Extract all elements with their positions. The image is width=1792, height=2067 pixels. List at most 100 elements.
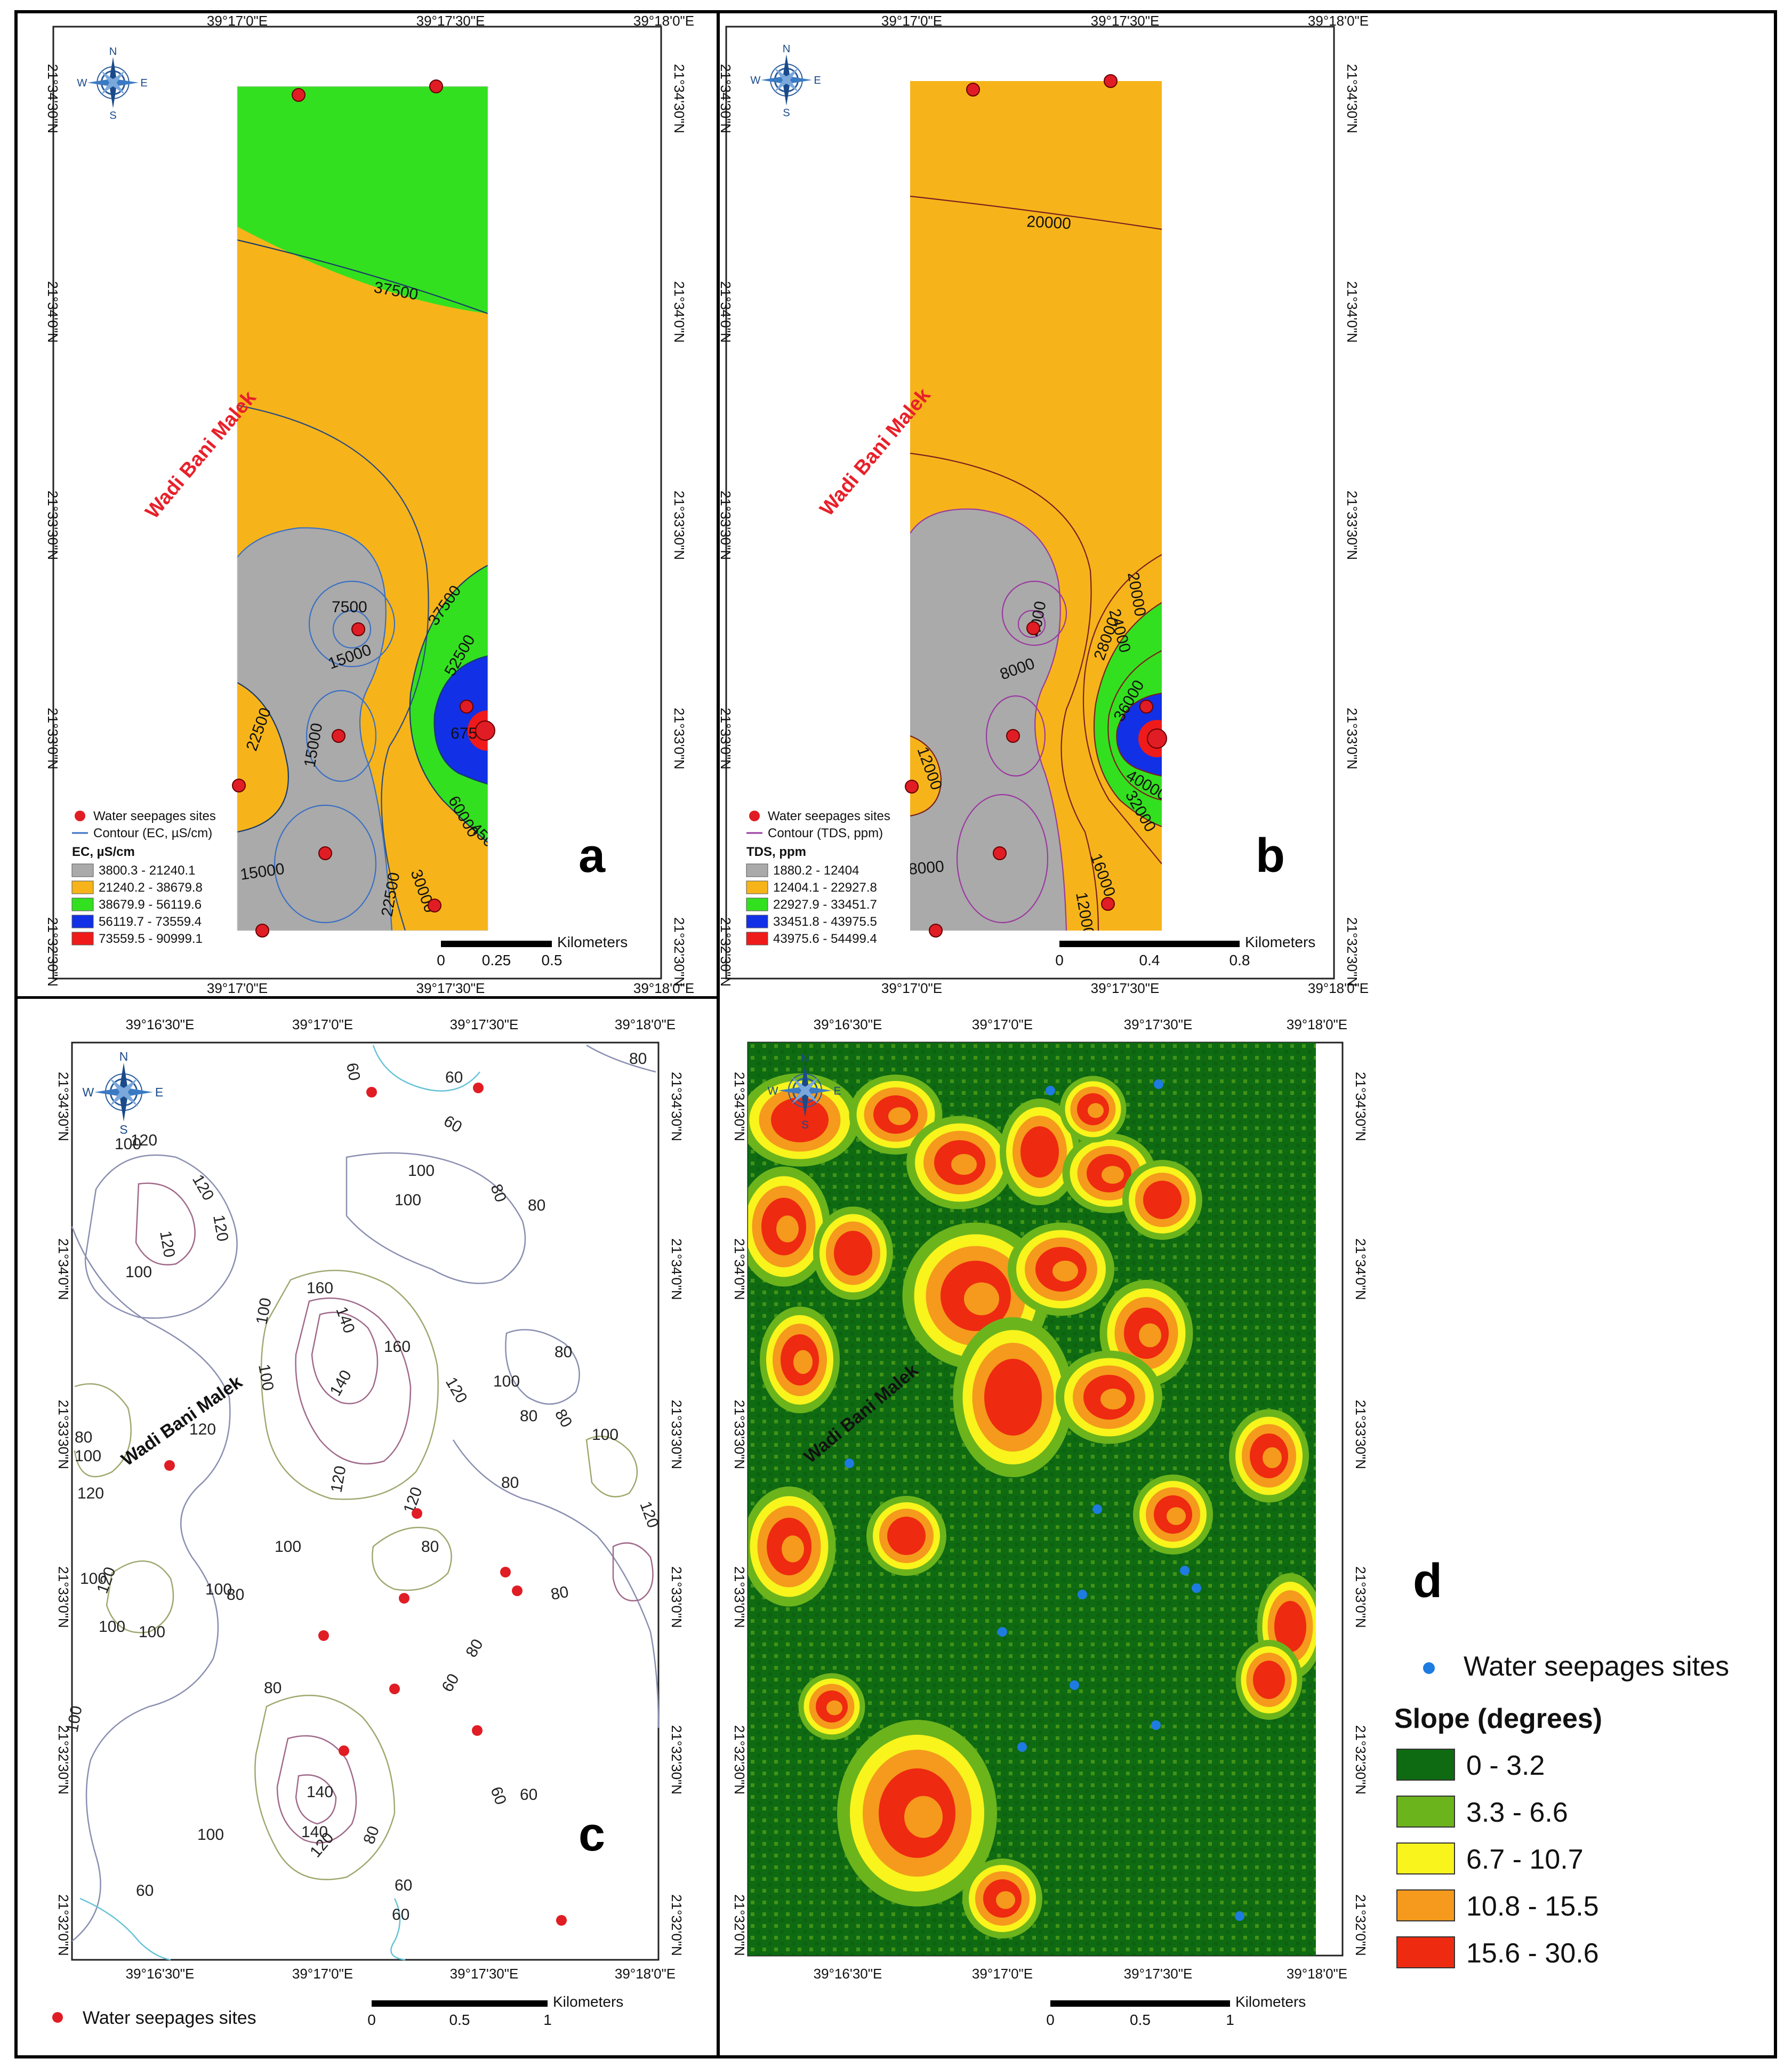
x-tick-label: 39°16'30"E xyxy=(814,1016,882,1032)
legend-swatch xyxy=(71,880,94,894)
slope-zone xyxy=(776,1215,799,1243)
compass-needle-diag xyxy=(100,70,126,95)
contour-label: 60 xyxy=(136,1882,154,1900)
x-tick-label: 39°17'0"E xyxy=(207,980,268,996)
x-tick-label: 39°17'30"E xyxy=(450,1016,519,1032)
x-tick-label: 39°18'0"E xyxy=(615,1016,676,1032)
legend-swatch xyxy=(746,880,768,894)
compass-rose-icon: N S E W xyxy=(750,43,821,119)
y-tick-label: 21°34'0"N xyxy=(1344,281,1360,343)
y-tick-label: 21°33'30"N xyxy=(732,1400,748,1469)
x-tick-label: 39°17'30"E xyxy=(1124,1016,1193,1032)
y-tick-label: 21°33'30"N xyxy=(55,1400,71,1469)
scalebar-tick: 1 xyxy=(543,2012,552,2028)
panel-d-x-ticks-top: 39°16'30"E 39°17'0"E 39°17'30"E 39°18'0"E xyxy=(814,1016,1347,1032)
panel-a-frame xyxy=(52,26,662,980)
scalebar-tick: 0 xyxy=(437,952,445,968)
contour-label: 80 xyxy=(75,1429,92,1446)
panel-a-x-ticks-top: 39°17'0"E 39°17'30"E 39°18'0"E xyxy=(207,13,694,29)
legend-seepage-label: Water seepages sites xyxy=(93,809,216,823)
y-tick-label: 21°34'30"N xyxy=(732,1072,748,1141)
legend-swatch xyxy=(1396,1936,1455,1968)
contour-label: 100 xyxy=(205,1581,232,1598)
legend-seepage-marker xyxy=(749,811,760,821)
contour-label: 100 xyxy=(115,1135,141,1153)
slope-zone xyxy=(790,1111,819,1133)
y-tick-label: 21°34'30"N xyxy=(671,64,687,133)
contour-label: 80 xyxy=(421,1538,439,1556)
horizontal-divider xyxy=(16,996,720,999)
panel-c-x-ticks-top: 39°16'30"E 39°17'0"E 39°17'30"E 39°18'0"E xyxy=(126,1016,676,1032)
slope-zone xyxy=(904,1796,943,1838)
legend-swatch xyxy=(1396,1842,1455,1874)
slope-zone xyxy=(1052,1260,1078,1282)
legend-class-label: 21240.2 - 38679.8 xyxy=(99,880,203,895)
x-tick-label: 39°17'30"E xyxy=(1091,13,1160,29)
panel-c-frame xyxy=(71,1041,660,1961)
y-tick-label: 21°33'30"N xyxy=(669,1400,685,1469)
panel-d-x-ticks-bottom: 39°16'30"E 39°17'0"E 39°17'30"E 39°18'0"E xyxy=(814,1966,1347,1982)
slope-zone xyxy=(1139,1323,1161,1348)
y-tick-label: 21°34'0"N xyxy=(45,281,61,343)
y-tick-label: 21°34'0"N xyxy=(669,1238,685,1300)
legend-class-label: 12404.1 - 22927.8 xyxy=(773,880,877,895)
legend-swatch xyxy=(746,863,768,877)
svg-text:Water seepages sites: Water seepages sites xyxy=(83,2008,256,2028)
legend-swatch xyxy=(746,915,768,928)
panel-d-seepage-markers xyxy=(845,1079,1244,1921)
panel-c-seepage-markers xyxy=(164,1083,567,1926)
y-tick-label: 21°34'30"N xyxy=(1344,64,1360,133)
legend-swatch xyxy=(71,863,94,877)
legend-class-label: 1880.2 - 12404 xyxy=(773,863,859,878)
panel-a-scalebar: 0 0.25 0.5 Kilometers xyxy=(437,934,628,968)
legend-title: EC, µS/cm xyxy=(72,845,135,859)
y-tick-label: 21°33'0"N xyxy=(669,1566,685,1628)
contour-label: 100 xyxy=(592,1426,618,1444)
x-tick-label: 39°17'0"E xyxy=(881,13,942,29)
panel-d-letter: d xyxy=(1413,1555,1442,1608)
y-tick-label: 21°32'30"N xyxy=(671,917,687,987)
contour-label: 60 xyxy=(392,1906,409,1924)
y-tick-label: 21°33'0"N xyxy=(732,1566,748,1628)
legend-swatch xyxy=(746,898,768,911)
y-tick-label: 21°33'30"N xyxy=(45,491,61,560)
slope-zone xyxy=(847,1244,866,1266)
y-tick-label: 21°34'0"N xyxy=(671,281,687,343)
slope-zone xyxy=(1003,1382,1032,1419)
legend-contour-label: Contour (EC, µS/cm) xyxy=(93,826,212,840)
y-tick-label: 21°34'30"N xyxy=(55,1072,71,1141)
x-tick-label: 39°18'0"E xyxy=(1308,13,1369,29)
slope-zone xyxy=(1156,1192,1175,1211)
slope-zone xyxy=(1285,1616,1301,1641)
contour-label: 80 xyxy=(549,1583,570,1604)
x-tick-label: 39°17'0"E xyxy=(207,13,268,29)
panel-b-tds-map: 20000 20000 4000 24000 8000 28000 36000 … xyxy=(910,81,1162,931)
legend-class-label: 43975.6 - 54499.4 xyxy=(773,932,877,946)
y-tick-label: 21°32'30"N xyxy=(718,917,734,987)
panel-b-x-ticks-bottom: 39°17'0"E 39°17'30"E 39°18'0"E xyxy=(881,980,1369,996)
contour-label: 20000 xyxy=(1026,213,1072,233)
y-tick-label: 21°33'0"N xyxy=(1353,1566,1369,1628)
compass-s-label: S xyxy=(119,1123,127,1136)
legend-contour-label: Contour (TDS, ppm) xyxy=(768,826,883,840)
panel-b: 20000 20000 4000 24000 8000 28000 36000 … xyxy=(718,13,1369,996)
legend-class-label: 10.8 - 15.5 xyxy=(1466,1891,1599,1922)
slope-zone xyxy=(1102,1166,1124,1184)
slope-zone xyxy=(1100,1388,1126,1410)
compass-rose-icon: N S E W xyxy=(768,1052,841,1131)
legend-swatch xyxy=(746,932,768,946)
y-tick-label: 21°34'30"N xyxy=(669,1072,685,1141)
legend-class-label: 0 - 3.2 xyxy=(1466,1750,1545,1781)
legend-swatch xyxy=(71,898,94,911)
y-tick-label: 21°34'30"N xyxy=(718,64,734,133)
compass-rose-icon: N S E W xyxy=(83,1049,164,1136)
y-tick-label: 21°33'30"N xyxy=(718,491,734,560)
slope-zone xyxy=(782,1535,804,1563)
contour-label: 60 xyxy=(343,1061,363,1082)
y-tick-label: 21°32'30"N xyxy=(732,1725,748,1794)
y-tick-label: 21°34'0"N xyxy=(718,281,734,343)
x-tick-label: 39°17'30"E xyxy=(416,980,485,996)
